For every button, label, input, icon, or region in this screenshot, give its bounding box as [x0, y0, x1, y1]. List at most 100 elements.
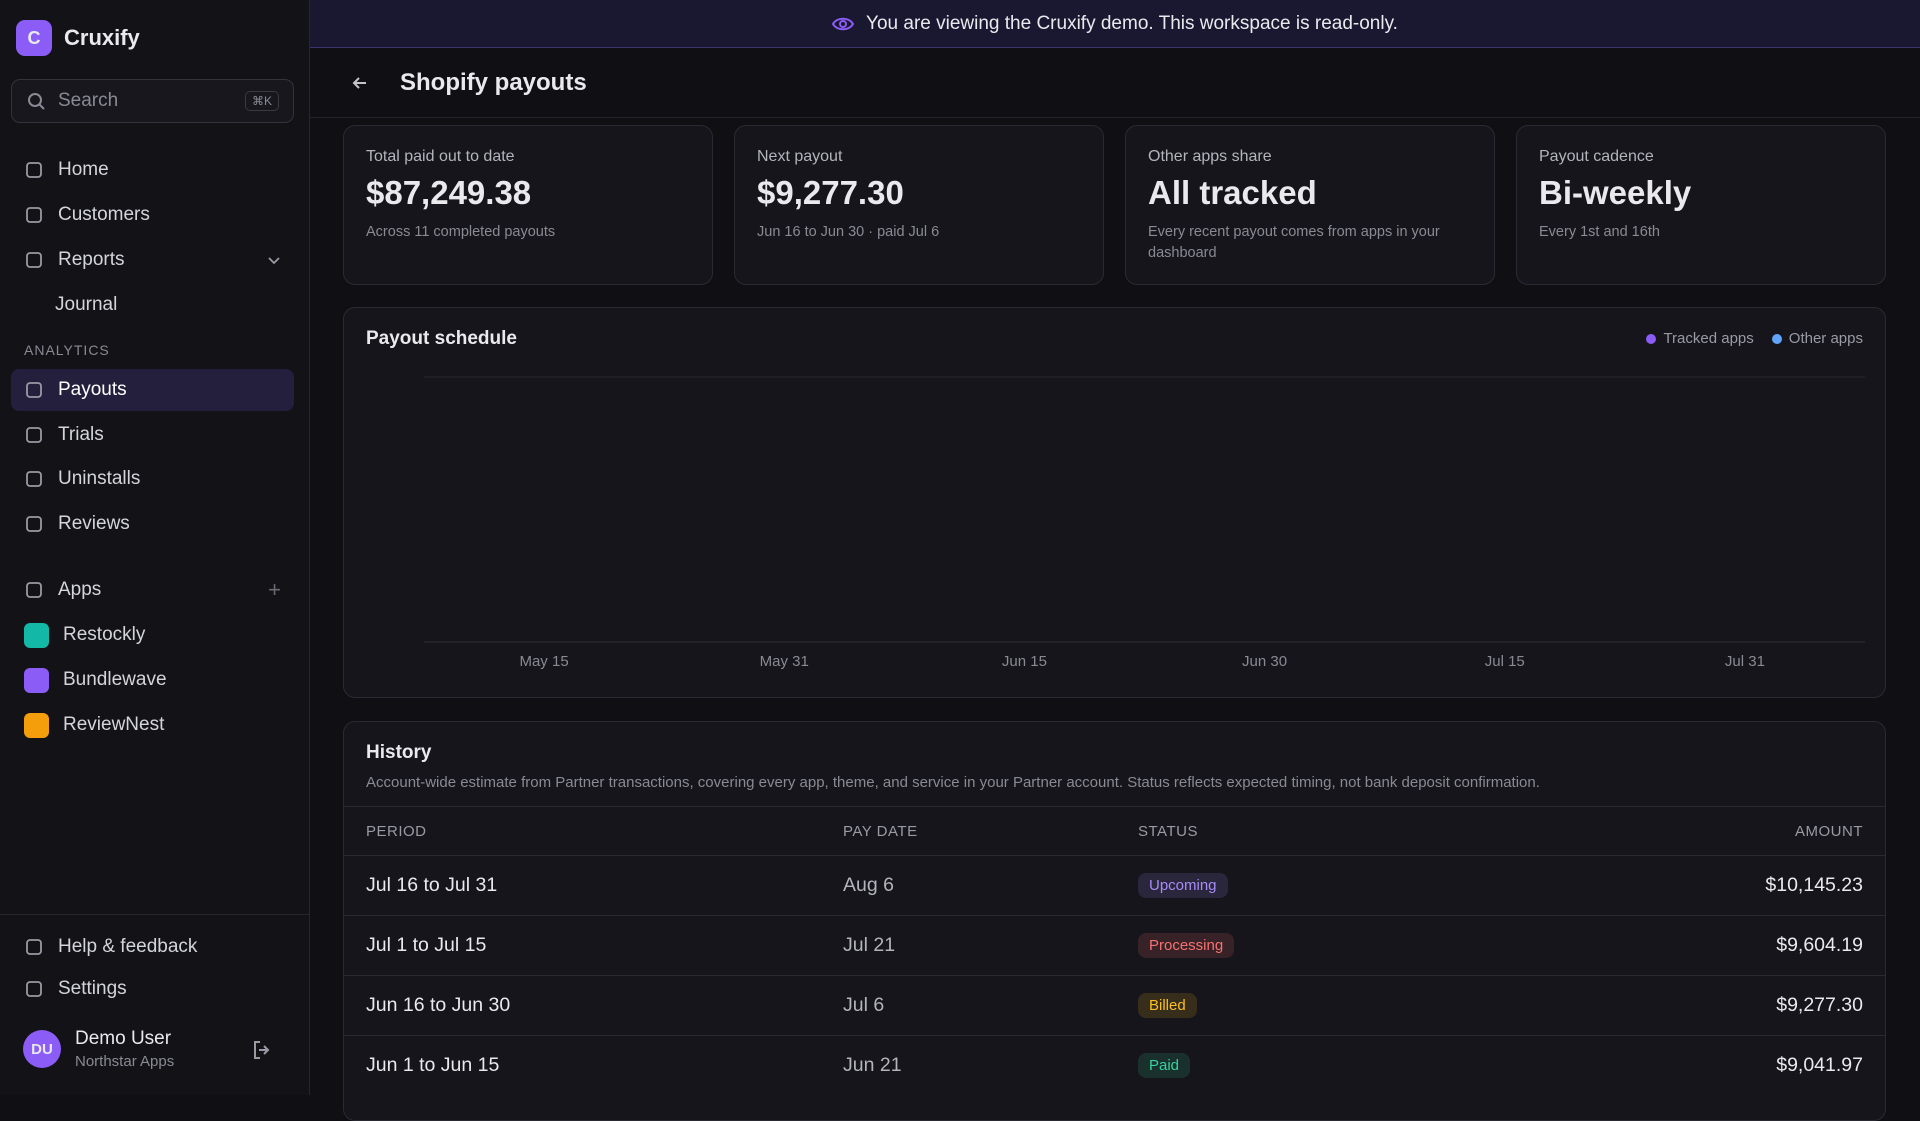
nav-label: Settings	[58, 978, 127, 999]
nav-icon	[26, 582, 42, 598]
icon-shape	[26, 582, 42, 598]
user[interactable]: DU Demo User Northstar Apps	[23, 1028, 174, 1070]
card-note: Every 1st and 16th	[1539, 224, 1660, 240]
nav-item[interactable]: Reports	[11, 239, 294, 281]
card-note: Every recent payout comes from apps in y…	[1148, 224, 1440, 261]
nav-icon	[26, 382, 42, 398]
search[interactable]: Search ⌘K	[11, 79, 294, 123]
nav-item[interactable]: Help & feedback	[11, 926, 294, 968]
sidebar: C Cruxify Search ⌘K Home Customers Reports J…	[0, 0, 310, 1095]
column-header: PAY DATE	[842, 806, 1137, 856]
header-row: PERIOD PAY DATE STATUS AMOUNT	[344, 806, 1885, 856]
nav-icon	[26, 516, 42, 532]
column-header: AMOUNT	[1472, 806, 1885, 856]
period: Jun 1 to Jun 15	[344, 1035, 842, 1096]
nav-item[interactable]: Home	[11, 149, 294, 191]
nav-item[interactable]: Apps +	[11, 569, 294, 611]
nav-item[interactable]: Restockly	[11, 614, 294, 656]
header: Shopify payouts	[310, 48, 1920, 118]
nav-label: Home	[58, 159, 109, 180]
nav-item[interactable]: Journal	[11, 284, 294, 326]
shortcut: ⌘K	[244, 91, 279, 111]
app-icon	[24, 622, 49, 648]
icon-shape	[26, 162, 42, 178]
icon-shape	[26, 382, 42, 398]
brand[interactable]: C Cruxify	[16, 20, 140, 56]
stat-card: Other apps share All tracked Every recent …	[1125, 125, 1495, 285]
x-tick-label: Jun 15	[1002, 653, 1047, 670]
pay-date: Jun 21	[842, 1035, 1137, 1096]
brand-name: Cruxify	[64, 25, 140, 50]
icon-shape	[26, 471, 42, 487]
nav-label: Restockly	[63, 624, 146, 645]
period: Jul 1 to Jul 15	[344, 915, 842, 976]
x-tick-label: May 15	[519, 653, 568, 670]
main: You are viewing the Cruxify demo. This w…	[310, 0, 1920, 1121]
icon-shape	[26, 252, 42, 268]
status-cell: Upcoming	[1137, 855, 1473, 916]
amount: $10,145.23	[1472, 855, 1885, 916]
card-value: All tracked	[1148, 174, 1317, 211]
chevron-path	[268, 257, 280, 265]
history-row[interactable]: Jul 1 to Jul 15 Jul 21 Processing $9,604.19	[344, 915, 1885, 976]
x-tick-label: Jun 30	[1242, 653, 1287, 670]
user-name: Demo User	[75, 1028, 172, 1049]
nav-label: ReviewNest	[63, 714, 165, 735]
avatar: DU	[23, 1030, 61, 1068]
nav-item[interactable]: Trials	[11, 414, 294, 456]
banner-text: You are viewing the Cruxify demo. This w…	[866, 12, 1398, 34]
card-note: Jun 16 to Jun 30 · paid Jul 6	[757, 224, 940, 240]
history-row[interactable]: Jun 16 to Jun 30 Jul 6 Billed $9,277.30	[344, 975, 1885, 1036]
history-panel: History Account-wide estimate from Partn…	[343, 721, 1886, 1121]
nav-item[interactable]: Settings	[11, 968, 294, 1010]
logout[interactable]	[251, 1039, 273, 1061]
nav-item[interactable]: Bundlewave	[11, 659, 294, 701]
status-cell: Billed	[1137, 975, 1473, 1036]
divider	[0, 914, 310, 915]
legend-label: Tracked apps	[1663, 330, 1754, 347]
nav-item[interactable]: Uninstalls	[11, 458, 294, 500]
history-row[interactable]: Jul 16 to Jul 31 Aug 6 Upcoming $10,145.23	[344, 855, 1885, 916]
card-value: $9,277.30	[757, 174, 904, 211]
icon-shape	[26, 516, 42, 532]
x-tick-label: Jul 15	[1485, 653, 1525, 670]
card-label: Next payout	[757, 148, 843, 165]
legend: Tracked apps Other apps	[1646, 330, 1863, 347]
legend-item: Other apps	[1771, 330, 1863, 347]
nav-label: Help & feedback	[58, 936, 198, 957]
stat-card: Total paid out to date $87,249.38 Across 1…	[343, 125, 713, 285]
section-label: ANALYTICS	[24, 342, 110, 358]
nav-label: Reviews	[58, 513, 130, 534]
nav-label: Journal	[55, 294, 118, 315]
nav-label: Bundlewave	[63, 669, 167, 690]
eye-icon	[832, 17, 855, 30]
card-value: Bi-weekly	[1539, 174, 1692, 211]
history-table: PERIOD PAY DATE STATUS AMOUNT Jul 16 to Jul …	[344, 806, 1885, 1096]
icon-shape	[26, 939, 42, 955]
legend-item: Tracked apps	[1646, 330, 1754, 347]
back[interactable]	[350, 73, 370, 93]
legend-dot	[1771, 333, 1782, 344]
chart-title: Payout schedule	[366, 328, 517, 349]
chart-panel: Payout schedule Tracked apps Other apps M…	[343, 307, 1886, 698]
chevron	[268, 257, 280, 265]
legend-dot	[1646, 333, 1657, 344]
column-header: PERIOD	[344, 806, 842, 856]
nav-item[interactable]: ReviewNest	[11, 704, 294, 746]
app-icon	[24, 712, 49, 738]
x-tick-label: May 31	[760, 653, 809, 670]
logo: C	[16, 20, 52, 56]
nav-item[interactable]: Payouts	[11, 369, 294, 411]
icon-shape	[26, 207, 42, 223]
column-header: STATUS	[1137, 806, 1473, 856]
chart: May 15 May 31 Jun 15 Jun 30 Jul 15 Jul 31	[424, 376, 1865, 670]
card-label: Payout cadence	[1539, 148, 1654, 165]
history-row[interactable]: Jun 1 to Jun 15 Jun 21 Paid $9,041.97	[344, 1035, 1885, 1096]
nav-item[interactable]: Customers	[11, 194, 294, 236]
app-icon	[24, 667, 49, 693]
page-title: Shopify payouts	[400, 68, 587, 96]
stat-card: Payout cadence Bi-weekly Every 1st and 16t…	[1516, 125, 1886, 285]
nav-item[interactable]: Reviews	[11, 503, 294, 545]
nav-label: Reports	[58, 249, 125, 270]
